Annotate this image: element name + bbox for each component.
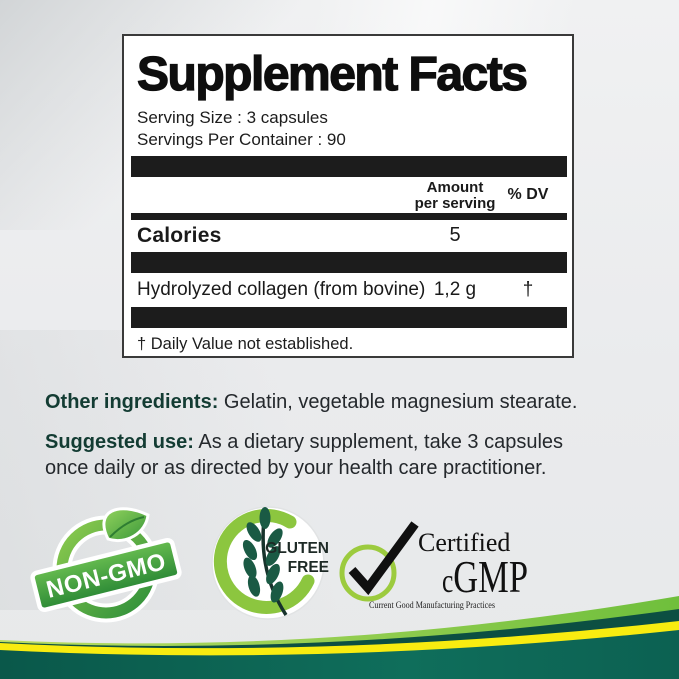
separator-bar — [131, 156, 567, 178]
supplement-facts-panel: Supplement Facts Serving Size : 3 capsul… — [122, 34, 574, 358]
green-swoosh — [213, 509, 315, 614]
nutrient-dv: † — [522, 279, 534, 301]
separator-bar — [131, 307, 567, 329]
separator-bar — [131, 213, 567, 221]
certified-label: Certified — [418, 528, 510, 557]
bottom-wave-decoration — [0, 596, 679, 679]
daily-value-footnote: † Daily Value not established. — [137, 335, 354, 354]
nutrient-name: Calories — [137, 224, 222, 248]
percent-dv-header: % DV — [507, 186, 549, 204]
cgmp-wordmark: cGMP — [442, 551, 528, 602]
other-ingredients-label: Other ingredients: — [45, 391, 219, 413]
green-circle — [339, 544, 397, 602]
wheat-icon — [242, 507, 288, 616]
leaf-vein — [109, 516, 145, 538]
cgmp-badge-icon: Certified cGMP Current Good Manufacturin… — [339, 521, 528, 611]
suggested-use-label: Suggested use: — [45, 431, 194, 453]
other-ingredients-text: Gelatin, vegetable magnesium stearate. — [218, 391, 578, 413]
gluten-free-badge-icon: GLUTEN FREE — [211, 506, 329, 620]
wave-teal-fill — [0, 630, 679, 679]
servings-per-container: Servings Per Container : 90 — [137, 130, 346, 150]
panel-title: Supplement Facts — [136, 48, 528, 101]
serving-size: Serving Size : 3 capsules — [137, 108, 328, 128]
checkmark-icon — [348, 521, 419, 596]
table-row-collagen: Hydrolyzed collagen (from bovine) 1,2 g … — [137, 273, 559, 307]
suggested-use-paragraph: Suggested use: As a dietary supplement, … — [45, 429, 650, 481]
nutrient-name: Hydrolyzed collagen (from bovine) — [137, 279, 426, 301]
nutrient-amount: 5 — [449, 224, 461, 247]
other-ingredients-paragraph: Other ingredients: Gelatin, vegetable ma… — [45, 389, 650, 415]
suggested-use-line1: As a dietary supplement, take 3 capsules — [193, 431, 564, 453]
free-label: FREE — [288, 559, 329, 576]
suggested-use-line2: once daily or as directed by your health… — [45, 457, 547, 479]
non-gmo-badge-icon: NON-GMO — [30, 507, 182, 623]
gluten-label: GLUTEN — [265, 540, 329, 557]
cgmp-subtext: Current Good Manufacturing Practices — [369, 600, 495, 611]
nutrient-amount: 1,2 g — [433, 279, 477, 301]
table-header-row: Amount per serving % DV — [137, 177, 559, 213]
separator-bar — [131, 252, 567, 274]
table-row-calories: Calories 5 — [137, 220, 559, 251]
amount-per-serving-header: Amount per serving — [414, 179, 496, 213]
